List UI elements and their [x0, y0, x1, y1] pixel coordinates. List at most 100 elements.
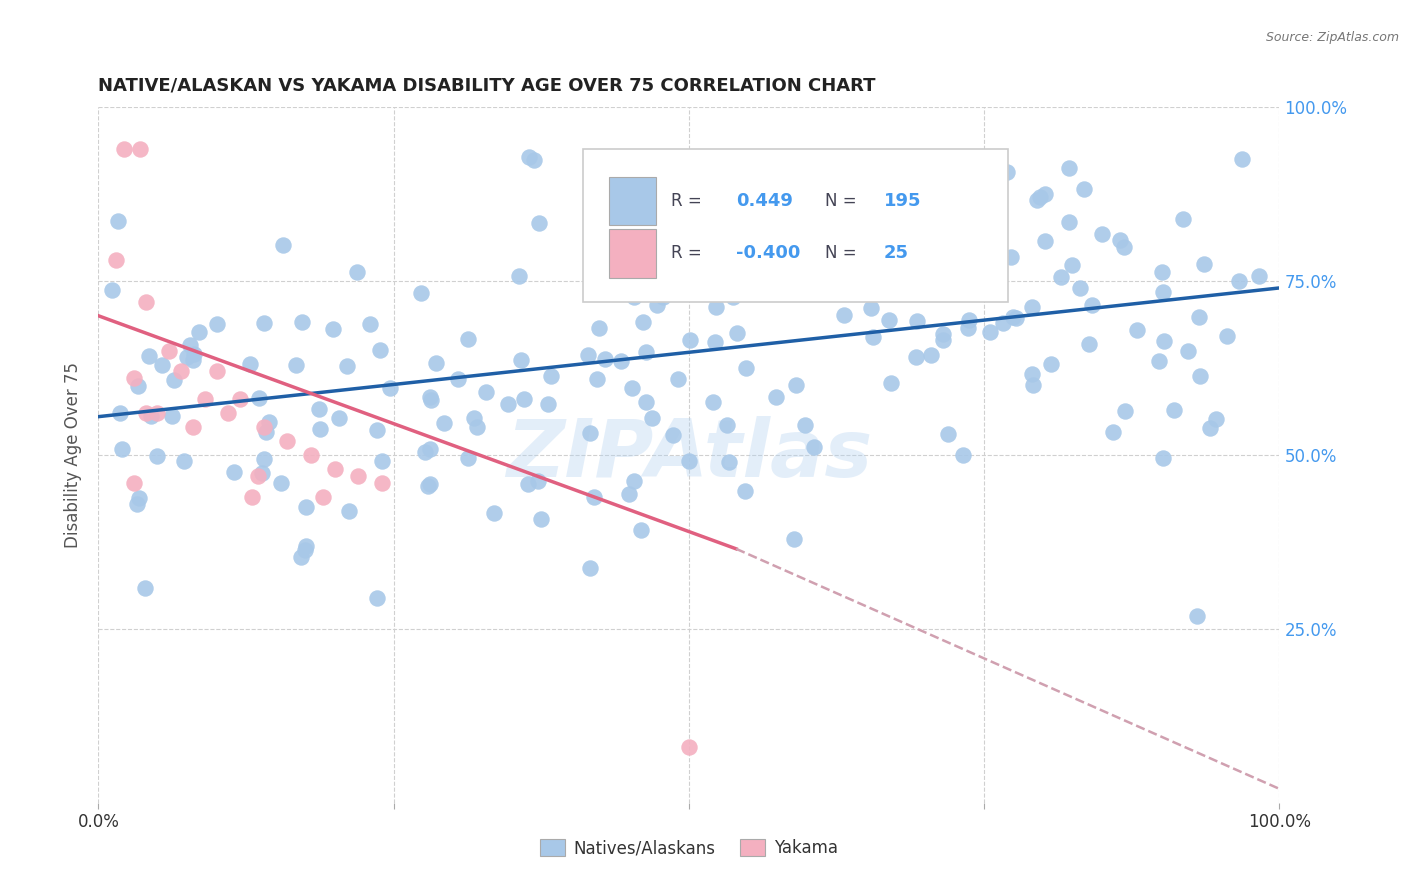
Point	[1192, 257, 1215, 271]
Point	[725, 326, 748, 340]
Point	[181, 420, 204, 434]
Point	[651, 290, 673, 304]
Point	[284, 358, 307, 372]
Point	[1152, 285, 1174, 299]
Point	[447, 371, 470, 385]
Point	[1033, 186, 1056, 201]
Point	[1001, 310, 1024, 324]
Point	[125, 497, 148, 511]
Point	[253, 452, 276, 467]
Text: NATIVE/ALASKAN VS YAKAMA DISABILITY AGE OVER 75 CORRELATION CHART: NATIVE/ALASKAN VS YAKAMA DISABILITY AGE …	[98, 77, 876, 95]
Point	[523, 153, 546, 167]
Point	[122, 475, 145, 490]
Point	[952, 448, 974, 462]
Point	[702, 395, 724, 409]
Point	[703, 334, 725, 349]
Point	[141, 409, 163, 424]
Legend: Natives/Alaskans, Yakama: Natives/Alaskans, Yakama	[533, 832, 845, 864]
Point	[623, 474, 645, 488]
Point	[276, 434, 298, 448]
Point	[128, 142, 150, 156]
Point	[679, 333, 702, 347]
FancyBboxPatch shape	[582, 149, 1008, 301]
Point	[420, 393, 443, 408]
Point	[252, 316, 274, 330]
Text: N =: N =	[825, 192, 856, 210]
Point	[1004, 310, 1026, 325]
Point	[942, 272, 965, 286]
Point	[1073, 181, 1095, 195]
Point	[1000, 250, 1022, 264]
Point	[299, 448, 322, 462]
Point	[465, 419, 488, 434]
Point	[1152, 265, 1174, 279]
Point	[585, 372, 607, 386]
Point	[1025, 193, 1047, 207]
Point	[1189, 369, 1212, 384]
Point	[880, 376, 903, 390]
Point	[1188, 310, 1211, 325]
Point	[1216, 329, 1239, 343]
Point	[1205, 412, 1227, 426]
Point	[108, 406, 131, 420]
Text: 195: 195	[884, 192, 921, 210]
Point	[785, 378, 807, 392]
Point	[1040, 357, 1063, 371]
Text: Source: ZipAtlas.com: Source: ZipAtlas.com	[1265, 31, 1399, 45]
Point	[735, 360, 758, 375]
Point	[869, 199, 891, 213]
Point	[956, 320, 979, 334]
Point	[179, 338, 201, 352]
Point	[931, 333, 953, 347]
Point	[834, 309, 856, 323]
Point	[366, 591, 388, 606]
Point	[530, 512, 553, 526]
Point	[583, 490, 606, 504]
Point	[295, 539, 318, 553]
Point	[253, 420, 276, 434]
Point	[610, 353, 633, 368]
Point	[309, 422, 332, 436]
Point	[957, 313, 980, 327]
Point	[308, 401, 330, 416]
Text: R =: R =	[671, 244, 702, 262]
Point	[409, 285, 432, 300]
Point	[217, 406, 239, 420]
Point	[295, 500, 318, 514]
Point	[463, 411, 485, 425]
Point	[633, 315, 655, 329]
Point	[579, 425, 602, 440]
Point	[176, 350, 198, 364]
Point	[734, 483, 756, 498]
Point	[312, 490, 335, 504]
Point	[623, 290, 645, 304]
Point	[323, 462, 346, 476]
Point	[101, 283, 124, 297]
Point	[371, 475, 394, 490]
Point	[187, 325, 209, 339]
Point	[1033, 235, 1056, 249]
Point	[366, 423, 388, 437]
Point	[1114, 404, 1136, 418]
Point	[205, 364, 228, 378]
Point	[1149, 354, 1171, 368]
Point	[723, 290, 745, 304]
Point	[862, 330, 884, 344]
Point	[1081, 298, 1104, 312]
Point	[294, 542, 316, 557]
Point	[1021, 300, 1043, 314]
Point	[1109, 233, 1132, 247]
Point	[636, 395, 658, 409]
Point	[704, 262, 727, 277]
Point	[1247, 269, 1270, 284]
Point	[678, 740, 700, 755]
Point	[762, 252, 785, 267]
Point	[1153, 334, 1175, 348]
Point	[706, 256, 728, 270]
FancyBboxPatch shape	[609, 229, 655, 277]
Point	[250, 466, 273, 480]
Point	[433, 417, 456, 431]
Point	[138, 349, 160, 363]
Point	[1171, 211, 1194, 226]
Point	[804, 153, 827, 168]
